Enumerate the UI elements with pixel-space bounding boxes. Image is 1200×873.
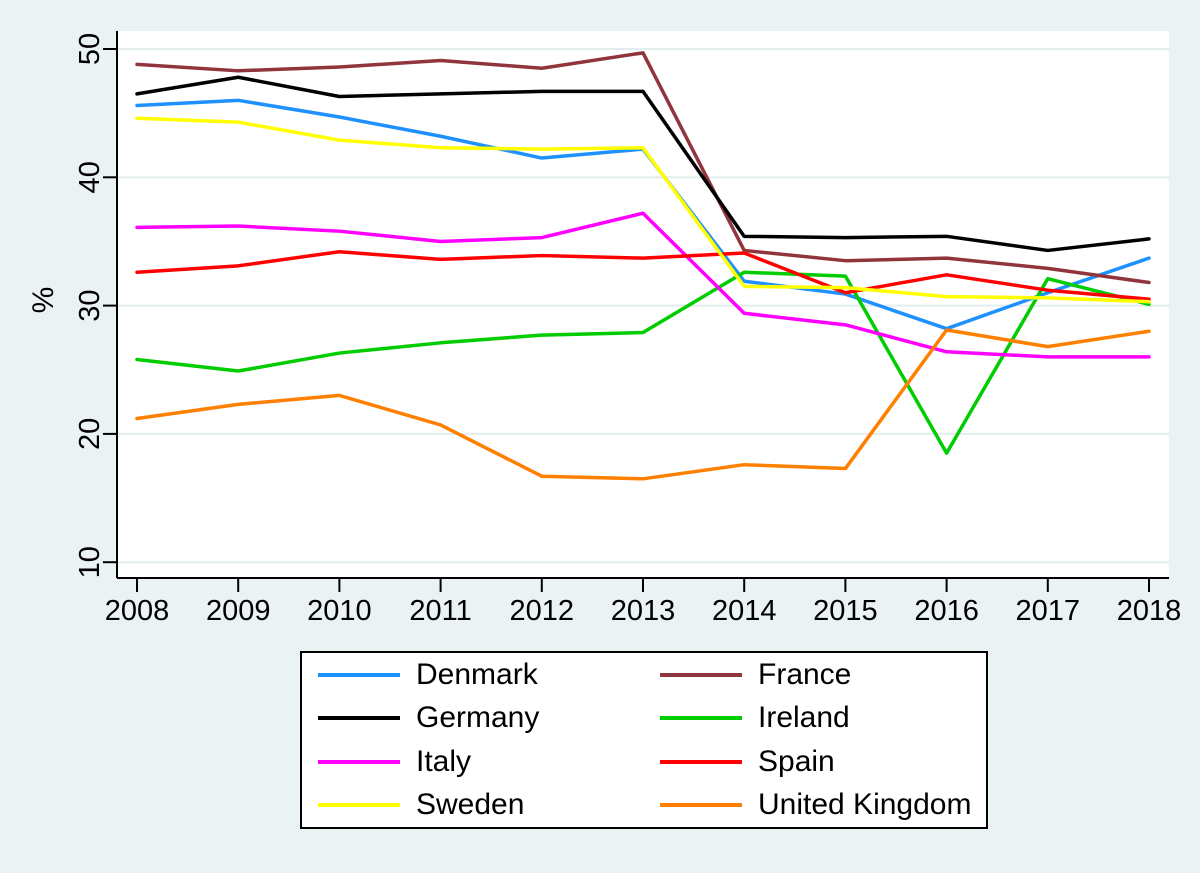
legend-item-italy: Italy [302, 745, 644, 779]
series-line-france [135, 51, 1151, 285]
legend-label-spain: Spain [758, 744, 835, 778]
legend-key-line-france [660, 672, 742, 677]
plot-region [117, 31, 1169, 578]
legend-item-spain: Spain [644, 745, 986, 779]
legend-key-line-italy [318, 759, 400, 764]
y-tick-label-10: 10 [74, 546, 106, 578]
legend-label-france: France [758, 657, 852, 691]
x-tick-label-2010: 2010 [307, 595, 372, 627]
legend-label-germany: Germany [416, 701, 540, 735]
y-tick-label-20: 20 [74, 418, 106, 450]
x-tick-label-2016: 2016 [914, 595, 979, 627]
x-tick-label-2013: 2013 [611, 595, 676, 627]
legend-label-united-kingdom: United Kingdom [758, 788, 972, 822]
legend-item-germany: Germany [302, 701, 644, 735]
legend-item-sweden: Sweden [302, 788, 644, 822]
legend-key-line-sweden [318, 803, 400, 808]
legend-label-denmark: Denmark [416, 657, 538, 691]
legend-item-ireland: Ireland [644, 701, 986, 735]
series-line-italy [135, 211, 1151, 359]
x-tick-label-2018: 2018 [1117, 595, 1182, 627]
legend-label-sweden: Sweden [416, 788, 525, 822]
x-tick-label-2011: 2011 [409, 595, 471, 627]
legend-label-italy: Italy [416, 744, 472, 778]
x-tick-label-2017: 2017 [1016, 595, 1081, 627]
x-tick-label-2012: 2012 [510, 595, 575, 627]
y-tick-label-30: 30 [74, 289, 106, 321]
legend-item-france: France [644, 658, 986, 692]
series-line-germany [135, 75, 1151, 253]
legend-item-united-kingdom: United Kingdom [644, 788, 986, 822]
legend-key-line-united-kingdom [660, 803, 742, 808]
legend-item-denmark: Denmark [302, 658, 644, 692]
x-tick-label-2014: 2014 [712, 595, 777, 627]
y-axis-title: % [27, 286, 60, 314]
legend: Denmark France Germany Ireland Italy Spain Swe… [300, 651, 988, 829]
series-line-spain [135, 249, 1151, 301]
x-tick-label-2015: 2015 [813, 595, 878, 627]
series-line-ireland [135, 270, 1151, 455]
legend-key-line-germany [318, 716, 400, 721]
legend-key-line-ireland [660, 716, 742, 721]
x-tick-label-2009: 2009 [206, 595, 271, 627]
y-tick-label-50: 50 [74, 33, 106, 65]
y-tick-label-40: 40 [74, 161, 106, 193]
x-tick-label-2008: 2008 [105, 595, 170, 627]
series-line-sweden [135, 116, 1151, 304]
series-line-united-kingdom [135, 328, 1151, 481]
legend-key-line-denmark [318, 672, 400, 677]
legend-key-line-spain [660, 759, 742, 764]
legend-label-ireland: Ireland [758, 701, 850, 735]
